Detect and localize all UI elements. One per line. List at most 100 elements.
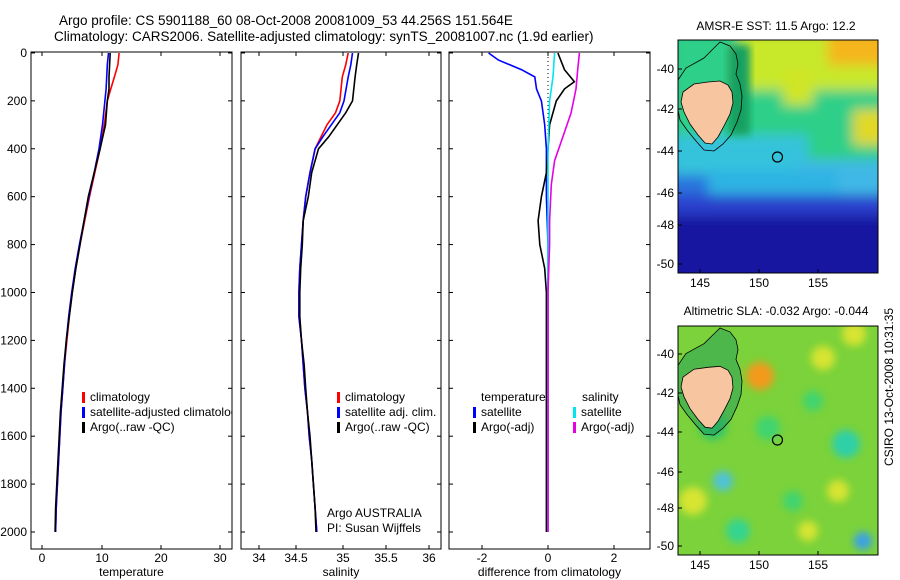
y-tick-label: 1800 — [0, 477, 27, 491]
legend-swatch — [573, 422, 576, 433]
argo-float-marker — [771, 434, 784, 446]
legend-label: Argo(..raw -QC) — [345, 420, 430, 434]
y-tick-label: 1400 — [0, 381, 27, 395]
series-line-climatology — [54, 52, 120, 533]
legend-label: satellite — [581, 405, 622, 419]
figure-title-line1: Argo profile: CS 5901188_60 08-Oct-2008 … — [59, 13, 513, 28]
legend-label: satellite adj. clim. — [345, 405, 436, 419]
y-tick-label: 800 — [7, 238, 27, 252]
map-y-tick-label: -40 — [657, 62, 675, 76]
map-y-tick-label: -50 — [657, 539, 675, 553]
y-tick-label: 1000 — [0, 285, 27, 299]
legend-swatch — [337, 407, 340, 418]
map-y-tick-label: -46 — [657, 465, 675, 479]
plot-frame — [240, 51, 442, 550]
map-x-tick-label: 145 — [690, 558, 710, 572]
map-y-tick-label: -48 — [657, 218, 675, 232]
map-y-tick-label: -44 — [657, 144, 675, 158]
x-tick-label: 2 — [611, 551, 618, 565]
legend-difference: temperaturesatelliteArgo(-adj)salinitysa… — [473, 390, 634, 434]
map-panel-1: AMSR-E SST: 11.5 Argo: 12.2 145 150 155 -40 -… — [657, 19, 879, 290]
map-y-tick-label: -44 — [657, 425, 675, 439]
y-tick-label: 2000 — [0, 525, 27, 539]
x-tick-label: 34 — [252, 551, 266, 565]
plot-frame — [30, 51, 233, 550]
legend-label: climatology — [90, 390, 150, 404]
x-axis-label: difference from climatology — [478, 565, 621, 579]
y-tick-label: 1600 — [0, 429, 27, 443]
series-line-argo-raw-qc- — [54, 52, 111, 533]
map-x-tick-label: 145 — [690, 276, 710, 290]
profile-panel-1: 0 10 20 30 temperature 0 200 400 600 800 1000 1200 1… — [0, 46, 233, 579]
legend-heading: temperature — [481, 390, 546, 404]
y-tick-label: 0 — [20, 46, 27, 60]
series-line-salinity-satellite — [547, 52, 556, 532]
map-frame — [677, 39, 879, 274]
series-line-temperature-argo-adj- — [537, 52, 576, 532]
x-tick-label: 0 — [39, 551, 46, 565]
map-y-tick-label: -42 — [657, 386, 675, 400]
y-tick-label: 200 — [7, 94, 27, 108]
map-panel-2: Altimetric SLA: -0.032 Argo: -0.044 145 15… — [657, 304, 879, 572]
map-x-tick-label: 150 — [749, 558, 769, 572]
y-tick-label: 600 — [7, 190, 27, 204]
series-line-argo-raw-qc- — [299, 52, 360, 533]
figure-title-line2: Climatology: CARS2006. Satellite-adjuste… — [54, 29, 594, 44]
legend-swatch — [82, 392, 85, 403]
legend-label: Argo(..raw -QC) — [90, 420, 175, 434]
map-x-tick-label: 150 — [749, 276, 769, 290]
x-tick-label: 36 — [422, 551, 436, 565]
series-line-satellite-adj-clim- — [298, 52, 354, 533]
coastline-contour — [678, 41, 743, 152]
legend-label: climatology — [345, 390, 405, 404]
legend-swatch — [473, 422, 476, 433]
x-tick-label: 30 — [213, 551, 227, 565]
x-axis-label: salinity — [323, 565, 360, 579]
pi-label: PI: Susan Wijffels — [327, 521, 421, 535]
profile-panels: 0 10 20 30temperature0200400600800100012001… — [0, 46, 651, 579]
legend-label: satellite — [481, 405, 522, 419]
series-line-climatology — [298, 52, 349, 533]
legend-label: satellite-adjusted climatology — [90, 405, 243, 419]
x-tick-label: 10 — [95, 551, 109, 565]
legend-swatch — [82, 407, 85, 418]
map-title: Altimetric SLA: -0.032 Argo: -0.044 — [684, 304, 869, 318]
legend-swatch — [82, 422, 85, 433]
map-y-tick-label: -40 — [657, 347, 675, 361]
land-island — [680, 80, 734, 145]
legend-label: Argo(-adj) — [581, 420, 634, 434]
map-field — [678, 40, 878, 273]
y-tick-label: 1200 — [0, 333, 27, 347]
x-tick-label: 34.5 — [284, 551, 308, 565]
land-island — [680, 365, 734, 429]
legend-heading: salinity — [582, 390, 619, 404]
legend-label: Argo(-adj) — [481, 420, 534, 434]
y-tick-label: 400 — [7, 142, 27, 156]
legend-swatch — [337, 422, 340, 433]
map-y-tick-label: -46 — [657, 186, 675, 200]
series-line-salinity-argo-adj- — [547, 52, 581, 532]
x-tick-label: 0 — [545, 551, 552, 565]
map-y-tick-label: -48 — [657, 501, 675, 515]
x-axis-label: temperature — [99, 565, 164, 579]
x-tick-label: 20 — [154, 551, 168, 565]
argo-float-marker — [771, 151, 784, 163]
x-tick-label: 35 — [336, 551, 350, 565]
map-x-tick-label: 155 — [808, 558, 828, 572]
agency-label: Argo AUSTRALIA — [327, 506, 422, 520]
map-panels: AMSR-E SST: 11.5 Argo: 12.2 145 150 155 -40 -… — [657, 19, 879, 572]
timestamp-label: CSIRO 13-Oct-2008 10:31:35 — [882, 308, 896, 466]
x-tick-label: 35.5 — [374, 551, 398, 565]
map-y-tick-label: -50 — [657, 257, 675, 271]
plot-frame — [448, 51, 651, 550]
series-line-temperature-satellite — [488, 52, 549, 532]
x-tick-label: -2 — [477, 551, 488, 565]
legend-swatch — [573, 407, 576, 418]
legend-swatch — [337, 392, 340, 403]
map-field — [678, 326, 878, 555]
